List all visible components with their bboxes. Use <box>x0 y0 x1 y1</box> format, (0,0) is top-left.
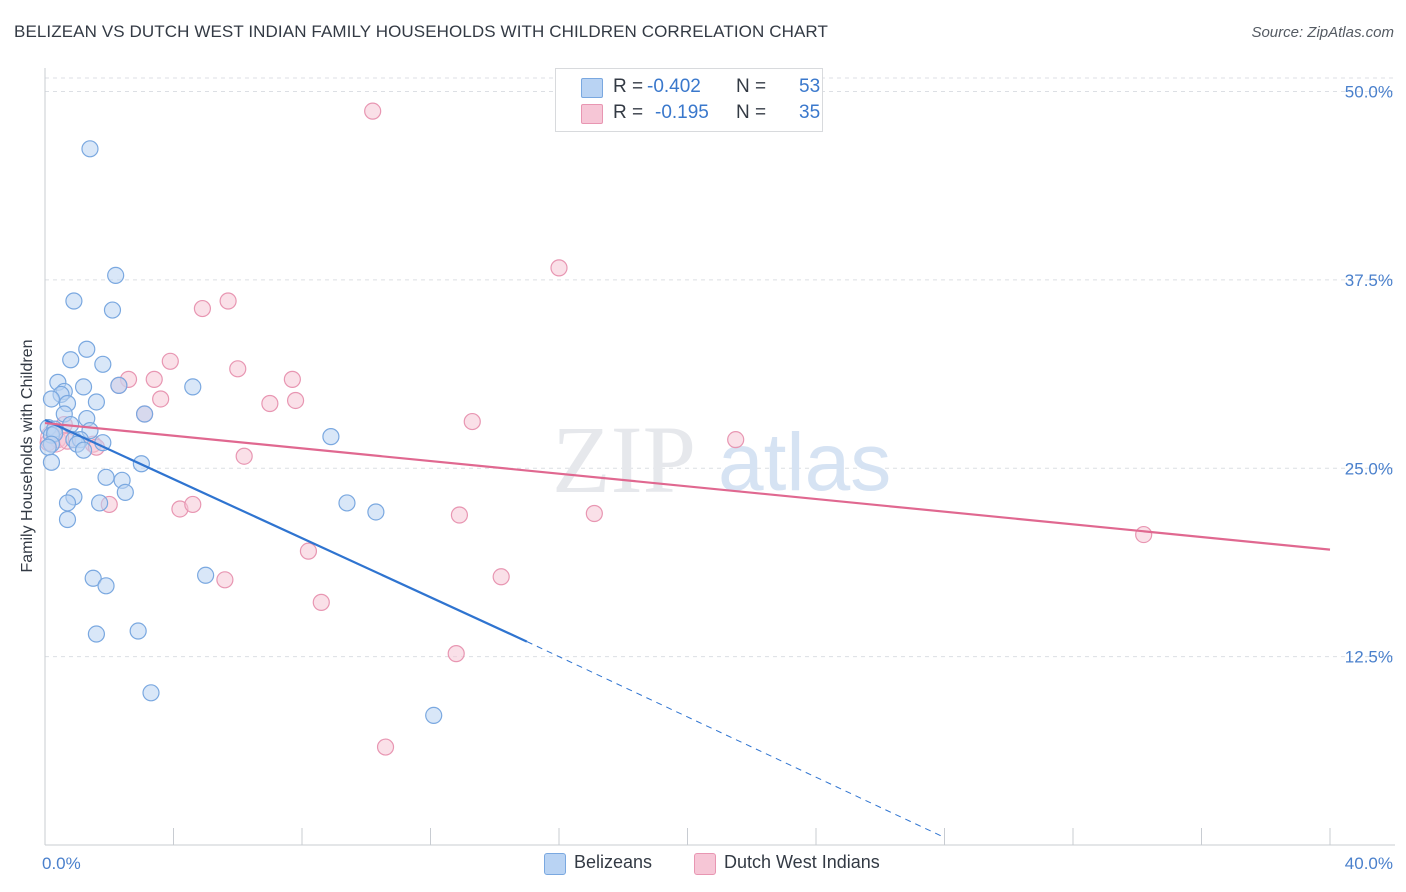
correlation-legend: R = -0.402 N = 53 R = -0.195 N = 35 <box>555 68 823 132</box>
series-belizeans <box>39 140 443 725</box>
data-point-dutch-west-indians <box>727 431 745 449</box>
data-point-belizeans <box>65 292 83 310</box>
data-point-belizeans <box>116 483 134 501</box>
source-label: Source: ZipAtlas.com <box>1251 24 1394 41</box>
data-point-belizeans <box>142 684 160 702</box>
data-point-belizeans <box>322 428 340 446</box>
chart-title: BELIZEAN VS DUTCH WEST INDIAN FAMILY HOU… <box>14 22 828 41</box>
legend-swatch-blue <box>544 853 566 875</box>
data-point-belizeans <box>87 625 106 643</box>
axes <box>44 68 1395 846</box>
data-point-dutch-west-indians <box>261 394 279 413</box>
data-point-dutch-west-indians <box>299 542 318 560</box>
y-tick-label: 25.0% <box>1345 459 1393 478</box>
grid-lines <box>45 77 1395 658</box>
data-point-dutch-west-indians <box>216 571 234 589</box>
data-point-belizeans <box>58 494 77 512</box>
data-point-belizeans <box>39 438 57 456</box>
legend-swatch-pink <box>581 104 603 124</box>
legend-label: Dutch West Indians <box>724 852 880 872</box>
tick-labels: 12.5% 25.0% 37.5% 50.0% 0.0% 40.0% <box>42 83 1393 873</box>
data-point-belizeans <box>338 494 356 512</box>
y-tick-label: 37.5% <box>1345 271 1393 290</box>
legend-label: Belizeans <box>574 852 653 872</box>
n-value: 53 <box>799 76 821 97</box>
data-point-belizeans <box>42 390 61 408</box>
data-point-belizeans <box>94 355 112 373</box>
data-point-belizeans <box>110 376 128 395</box>
data-point-belizeans <box>197 566 215 584</box>
x-tick-label: 40.0% <box>1345 854 1393 873</box>
data-point-dutch-west-indians <box>550 259 568 277</box>
data-point-dutch-west-indians <box>312 593 330 611</box>
legend-swatch-pink <box>694 853 716 875</box>
data-point-belizeans <box>97 577 115 595</box>
data-point-dutch-west-indians <box>184 495 202 514</box>
n-label: N = <box>736 76 767 97</box>
n-value: 35 <box>799 102 821 123</box>
data-point-dutch-west-indians <box>152 390 170 408</box>
data-point-dutch-west-indians <box>447 645 465 663</box>
data-point-dutch-west-indians <box>229 360 247 378</box>
data-point-dutch-west-indians <box>492 568 510 586</box>
trend-lines <box>44 419 1331 838</box>
data-point-belizeans <box>129 622 147 640</box>
data-point-dutch-west-indians <box>364 102 382 120</box>
data-point-belizeans <box>91 494 109 512</box>
r-label: R = <box>613 102 644 123</box>
data-point-dutch-west-indians <box>219 292 237 310</box>
r-label: R = <box>613 76 644 97</box>
watermark-zip: ZIP <box>552 406 696 513</box>
data-point-belizeans <box>74 378 93 396</box>
data-point-belizeans <box>103 301 122 319</box>
y-tick-label: 12.5% <box>1345 648 1393 667</box>
data-point-belizeans <box>425 706 443 725</box>
data-point-belizeans <box>58 510 77 529</box>
data-point-belizeans <box>184 378 202 396</box>
trend-line-belizeans <box>44 419 528 643</box>
data-point-belizeans <box>84 569 102 587</box>
data-point-belizeans <box>42 453 61 471</box>
data-point-dutch-west-indians <box>235 447 253 465</box>
data-point-belizeans <box>74 441 93 459</box>
data-point-dutch-west-indians <box>463 412 481 431</box>
data-point-dutch-west-indians <box>145 370 163 388</box>
data-point-belizeans <box>87 393 106 411</box>
data-point-dutch-west-indians <box>450 506 469 524</box>
data-point-dutch-west-indians <box>286 391 305 410</box>
data-point-belizeans <box>78 340 96 358</box>
data-point-belizeans <box>107 266 125 285</box>
data-point-dutch-west-indians <box>376 738 395 756</box>
data-point-belizeans <box>62 351 80 369</box>
y-tick-label: 50.0% <box>1345 83 1393 102</box>
trend-line-dutch-west-indians <box>44 421 1331 551</box>
data-point-dutch-west-indians <box>193 299 212 318</box>
n-label: N = <box>736 102 767 123</box>
watermark-atlas: atlas <box>718 417 891 508</box>
data-point-belizeans <box>81 140 99 158</box>
data-point-belizeans <box>97 468 115 486</box>
data-point-belizeans <box>135 405 154 423</box>
data-point-dutch-west-indians <box>283 370 301 388</box>
legend-swatch-blue <box>581 78 603 98</box>
x-tick-label: 0.0% <box>42 854 81 873</box>
r-value: -0.195 <box>655 102 709 123</box>
data-point-dutch-west-indians <box>1135 525 1153 544</box>
data-point-dutch-west-indians <box>161 352 179 370</box>
r-value: -0.402 <box>647 76 701 97</box>
trend-line-belizeans-extension <box>526 641 945 838</box>
data-point-belizeans <box>367 503 385 521</box>
series-legend: Belizeans Dutch West Indians <box>0 852 1406 878</box>
watermark: ZIP atlas <box>552 406 891 513</box>
data-point-dutch-west-indians <box>585 504 603 523</box>
